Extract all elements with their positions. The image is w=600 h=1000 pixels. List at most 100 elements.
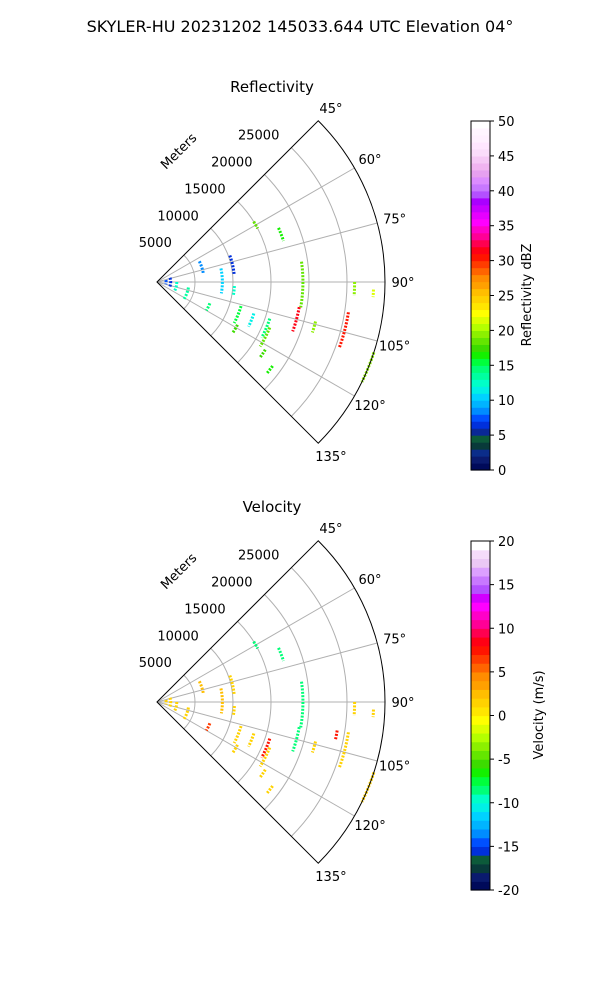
colorbar-segment [471, 837, 490, 847]
colorbar-tick-label: 50 [498, 115, 515, 130]
colorbar-segment [471, 442, 490, 450]
colorbar-segment [471, 463, 490, 471]
colorbar-segment [471, 169, 490, 178]
colorbar-segment [471, 323, 490, 331]
colorbar-segment [471, 309, 490, 318]
colorbar-segment [471, 274, 490, 283]
colorbar-segment [471, 759, 490, 769]
angle-tick-label: 105° [379, 340, 410, 355]
colorbar-segment [471, 428, 490, 436]
colorbar-segment [471, 575, 490, 586]
colorbar-segment [471, 414, 490, 422]
data-arc [260, 318, 272, 339]
colorbar-segment [471, 127, 490, 136]
colorbar-segment [471, 654, 490, 664]
colorbar-tick-label: 15 [498, 579, 515, 594]
colorbar-segment [471, 785, 490, 795]
data-arc [310, 321, 318, 333]
colorbar-segment [471, 872, 490, 882]
angle-tick-label: 45° [319, 102, 342, 117]
colorbar-segment [471, 379, 490, 387]
angle-tick-label: 60° [359, 153, 382, 168]
data-arc [291, 726, 301, 752]
data-arc [197, 680, 205, 695]
data-arc [299, 261, 305, 308]
colorbar-segment [471, 344, 490, 352]
radial-tick-label: 25000 [238, 129, 279, 144]
colorbar-segment [471, 706, 490, 717]
colorbar-tick-label: -15 [498, 840, 519, 855]
radial-tick-label: 10000 [157, 629, 198, 644]
radial-tick-label: 25000 [238, 549, 279, 564]
data-arc [182, 287, 190, 301]
radial-tick-label: 20000 [211, 576, 252, 591]
colorbar-segment [471, 724, 490, 734]
colorbar-tick-label: -20 [498, 884, 519, 899]
data-arc [258, 746, 272, 768]
angle-tick-label: 135° [315, 450, 346, 465]
colorbar-segment [471, 162, 490, 171]
data-arc [228, 254, 236, 275]
data-arc [259, 348, 267, 358]
colorbar-segment [471, 302, 490, 311]
colorbar-segment [471, 628, 490, 638]
colorbar-tick-label: 20 [498, 324, 515, 339]
colorbar-tick-label: 35 [498, 220, 515, 235]
colorbar-segment [471, 820, 490, 830]
figure-title: SKYLER-HU 20231202 145033.644 UTC Elevat… [87, 17, 514, 36]
colorbar-segment [471, 351, 490, 359]
data-arc [168, 277, 173, 288]
colorbar-segment [471, 828, 490, 839]
colorbar-segment [471, 846, 490, 856]
colorbar-tick-label: 10 [498, 394, 515, 409]
data-arc [219, 688, 224, 714]
colorbar-segment [471, 671, 490, 682]
colorbar-segment [471, 636, 490, 647]
angle-tick-label: 105° [379, 760, 410, 775]
colorbar-tick-label: 10 [498, 622, 515, 637]
colorbar-tick-label: 30 [498, 255, 515, 270]
colorbar-tick-label: 0 [498, 710, 506, 725]
data-arc [265, 785, 274, 795]
colorbar-segment [471, 421, 490, 429]
colorbar-segment [471, 246, 490, 255]
angle-tick-label: 60° [359, 573, 382, 588]
colorbar-segment [471, 393, 490, 401]
reflectivity-polar-plot: 45° 60° 75° 90° 105° 120° 135° 5000 10000 15000 20… [139, 102, 415, 465]
colorbar-segment [471, 855, 490, 865]
radial-tick-label: 10000 [157, 209, 198, 224]
colorbar-segment [471, 134, 490, 143]
angle-tick-label: 45° [319, 522, 342, 537]
colorbar-tick-label: 25 [498, 290, 515, 305]
colorbar-segment [471, 750, 490, 760]
velocity-colorbar-label: Velocity (m/s) [532, 670, 547, 759]
radial-tick-label: 5000 [139, 656, 172, 671]
data-arc [197, 260, 205, 275]
colorbar-segment [471, 183, 490, 192]
colorbar-tick-label: 0 [498, 464, 506, 479]
colorbar-segment [471, 794, 490, 804]
data-arc [337, 732, 350, 769]
colorbar-segment [471, 330, 490, 338]
reflectivity-radial-label: Meters [158, 131, 200, 173]
colorbar-segment [471, 549, 490, 560]
colorbar-segment [471, 253, 490, 262]
colorbar-tick-label: 5 [498, 666, 506, 681]
colorbar-segment [471, 541, 490, 551]
data-arc [265, 365, 274, 375]
colorbar-segment [471, 148, 490, 157]
angle-tick-label: 90° [391, 696, 414, 711]
data-arc [205, 302, 212, 312]
colorbar-segment [471, 680, 490, 690]
data-arc [228, 674, 236, 695]
colorbar-segment [471, 400, 490, 408]
colorbar-segment [471, 316, 490, 325]
reflectivity-title: Reflectivity [230, 78, 314, 96]
colorbar-segment [471, 190, 490, 199]
colorbar-segment [471, 358, 490, 366]
colorbar-segment [471, 337, 490, 345]
angular-gridline [156, 222, 378, 283]
data-arc [219, 268, 224, 294]
data-arc [231, 324, 239, 334]
colorbar-tick-label: 20 [498, 535, 515, 550]
